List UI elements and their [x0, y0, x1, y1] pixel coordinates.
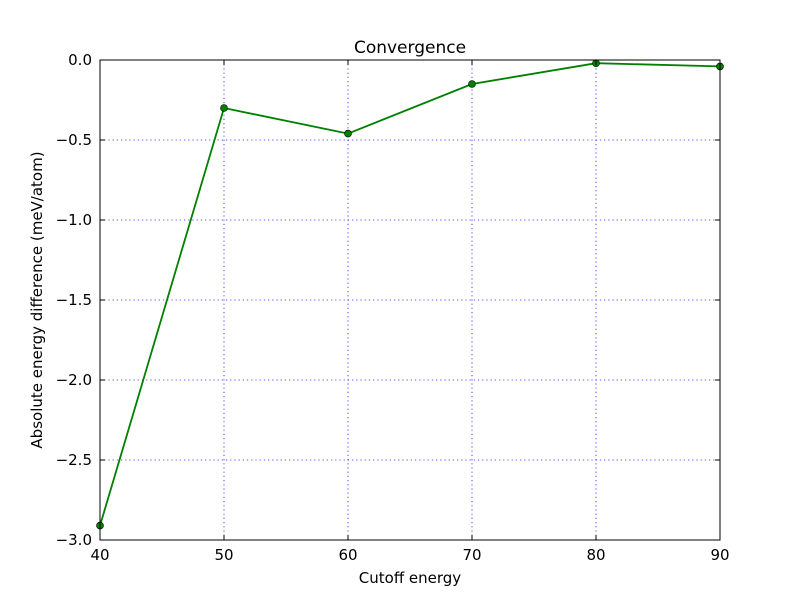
- grid: [100, 60, 720, 540]
- chart-title: Convergence: [354, 38, 466, 58]
- x-tick-label: 40: [90, 546, 109, 564]
- data-point: [468, 80, 476, 88]
- y-tick-label: −0.5: [56, 131, 92, 149]
- x-tick-label: 80: [586, 546, 605, 564]
- data-point: [344, 129, 352, 138]
- series-line: [99, 62, 721, 526]
- data-point: [220, 104, 228, 112]
- x-tick-label: 70: [462, 546, 481, 564]
- y-tick-label: −1.5: [56, 291, 92, 309]
- y-tick-label: −1.0: [56, 211, 92, 229]
- ticks: 40 50 60 70 80 90 0.0 −0.5 −1.0 −1.5 −2.0 −2.5 −3.0: [56, 51, 730, 564]
- y-tick-label: −2.0: [56, 371, 92, 389]
- x-tick-label: 60: [338, 546, 357, 564]
- x-tick-label: 90: [710, 546, 729, 564]
- y-tick-label: 0.0: [68, 51, 92, 69]
- y-tick-label: −3.0: [56, 531, 92, 549]
- x-tick-label: 50: [214, 546, 233, 564]
- y-axis-label: Absolute energy difference (meV/atom): [28, 151, 46, 448]
- x-axis-label: Cutoff energy: [359, 569, 462, 587]
- y-tick-label: −2.5: [56, 451, 92, 469]
